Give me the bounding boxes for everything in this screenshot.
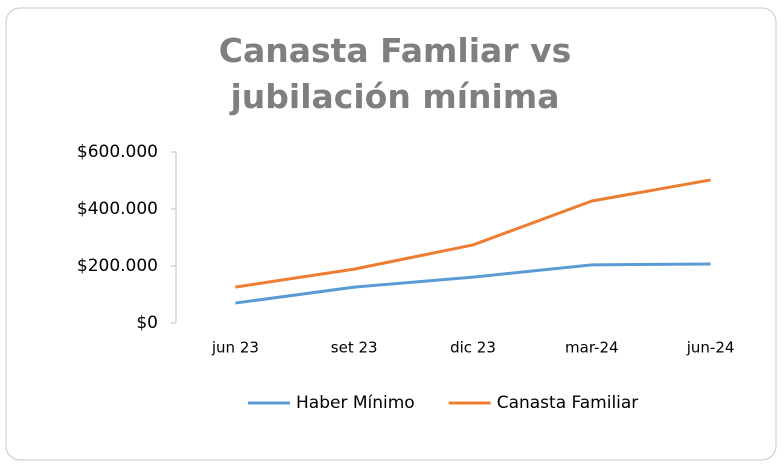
x-tick-label: dic 23 [450,339,496,357]
legend-label: Haber Mínimo [296,393,415,413]
series-line [235,262,711,305]
chart-border [5,7,777,461]
chart-title: Canasta Famliar vs jubilación mínima [218,31,572,116]
x-tick-label: set 23 [331,339,378,357]
y-tick-label: $400.000 [77,199,158,219]
y-tick-label: $200.000 [77,256,158,276]
y-tick-label: $600.000 [77,142,158,162]
x-tick-label: mar-24 [565,339,619,357]
y-tick-label: $0 [136,313,158,333]
x-tick-label: jun 23 [211,339,259,357]
series-line [235,178,711,289]
x-tick-label: jun-24 [686,339,735,357]
legend-label: Canasta Familiar [497,393,639,413]
